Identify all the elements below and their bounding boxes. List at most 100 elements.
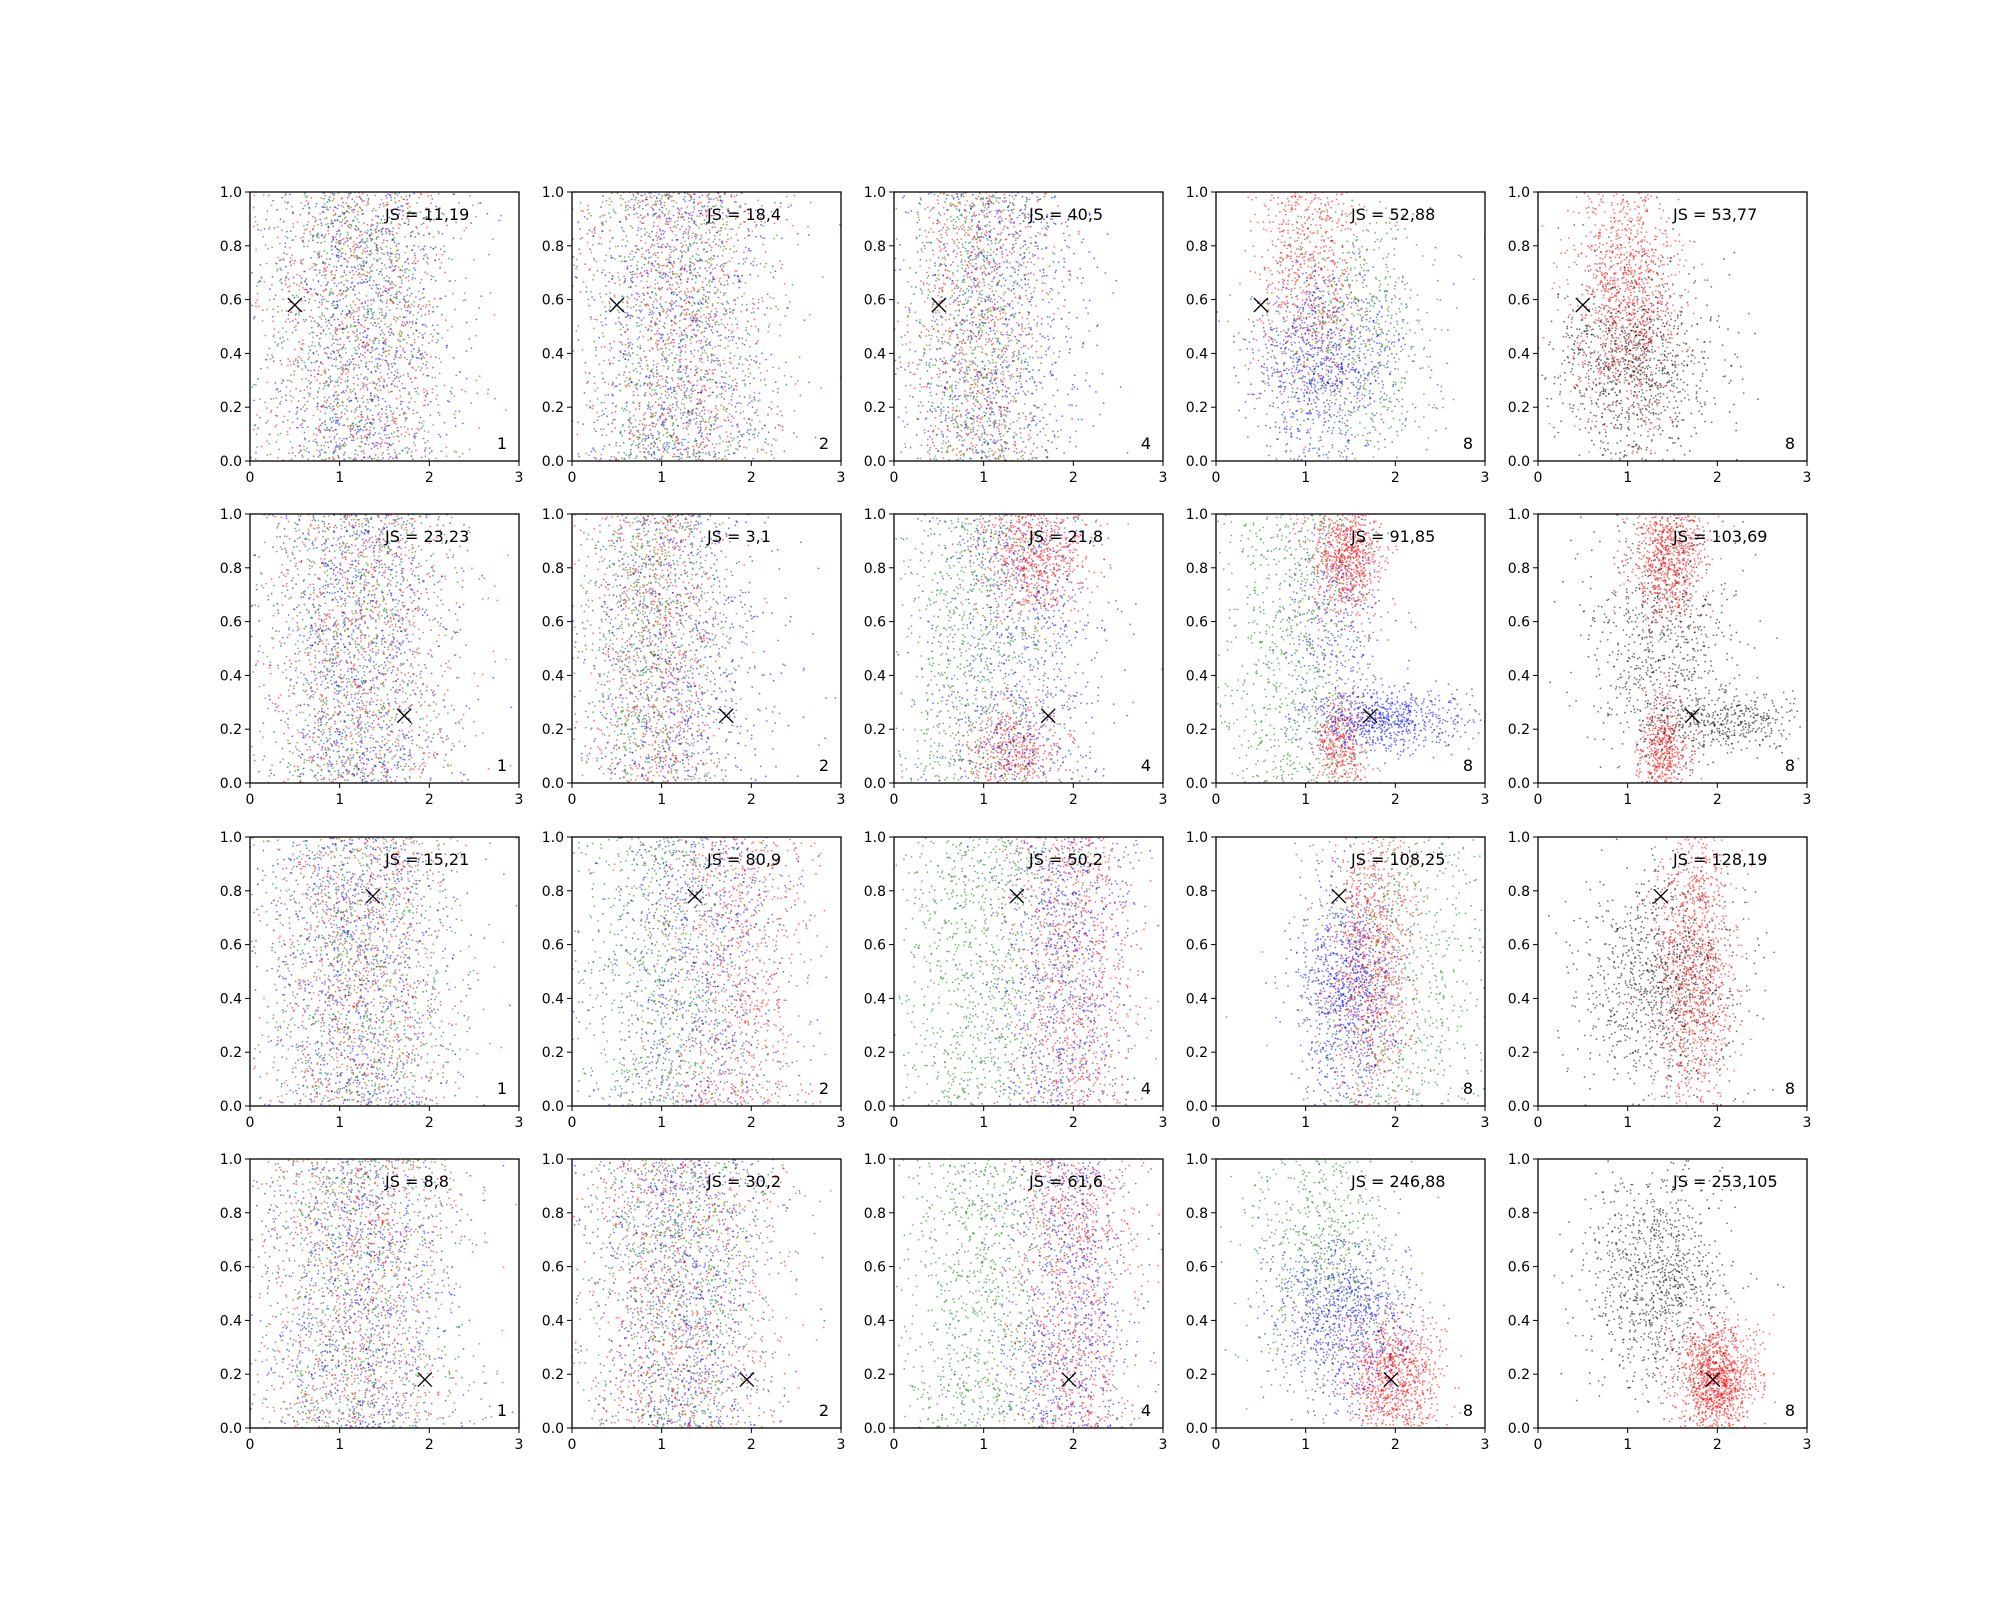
data-point xyxy=(370,351,372,354)
data-point xyxy=(332,429,334,432)
data-point xyxy=(727,449,729,451)
data-point xyxy=(642,427,645,430)
data-point xyxy=(679,352,682,354)
data-point xyxy=(356,328,358,331)
data-point xyxy=(654,442,657,445)
data-point xyxy=(349,425,352,427)
data-point xyxy=(390,221,393,223)
data-point xyxy=(652,374,655,376)
data-point xyxy=(687,246,689,248)
data-point xyxy=(621,198,624,201)
data-point xyxy=(700,209,703,212)
data-point xyxy=(753,396,756,398)
data-point xyxy=(403,426,406,428)
data-point xyxy=(307,352,310,355)
data-point xyxy=(627,200,630,203)
data-point xyxy=(324,423,327,426)
data-point xyxy=(386,361,388,364)
data-point xyxy=(385,195,387,197)
data-point xyxy=(430,333,432,336)
data-point xyxy=(665,258,668,261)
data-point xyxy=(703,289,705,291)
data-point xyxy=(329,419,332,421)
data-point xyxy=(395,349,398,352)
data-point xyxy=(666,310,669,313)
data-point xyxy=(331,222,334,225)
data-point xyxy=(446,399,449,402)
data-point xyxy=(662,325,665,328)
data-point xyxy=(301,454,304,457)
data-point xyxy=(399,330,401,332)
data-point xyxy=(486,392,489,395)
data-point xyxy=(379,246,382,249)
data-point xyxy=(697,201,700,204)
data-point xyxy=(344,408,347,410)
data-point xyxy=(351,428,354,430)
data-point xyxy=(659,271,662,274)
data-point xyxy=(493,314,496,316)
data-point xyxy=(749,249,752,252)
data-point xyxy=(652,360,655,362)
data-point xyxy=(434,356,437,358)
data-point xyxy=(359,323,362,326)
data-point xyxy=(609,240,611,243)
data-point xyxy=(638,295,641,298)
data-point xyxy=(336,416,339,419)
data-point xyxy=(770,401,773,404)
data-point xyxy=(371,398,374,401)
data-point xyxy=(331,192,334,195)
data-point xyxy=(370,299,372,301)
data-point xyxy=(293,374,296,376)
data-point xyxy=(600,222,603,225)
data-point xyxy=(641,253,644,256)
data-point xyxy=(339,417,342,419)
data-point xyxy=(410,455,413,458)
data-point xyxy=(660,392,663,395)
data-point xyxy=(654,392,657,394)
data-point xyxy=(367,299,369,302)
data-point xyxy=(682,334,684,337)
data-point xyxy=(674,409,677,411)
data-point xyxy=(251,385,254,388)
data-point xyxy=(573,264,576,266)
data-point xyxy=(659,415,661,418)
data-point xyxy=(643,447,645,449)
data-point xyxy=(663,264,665,267)
data-point xyxy=(607,383,610,385)
data-point xyxy=(628,377,631,379)
data-point xyxy=(589,400,592,403)
data-point xyxy=(379,203,382,206)
data-point xyxy=(306,386,309,388)
data-point xyxy=(676,400,678,403)
data-point xyxy=(637,199,640,202)
data-point xyxy=(730,421,732,423)
data-point xyxy=(693,205,695,208)
data-point xyxy=(330,288,333,290)
data-point xyxy=(316,408,319,411)
data-point xyxy=(752,298,754,300)
data-point xyxy=(635,272,638,275)
data-point xyxy=(715,231,718,234)
data-point xyxy=(442,213,445,216)
data-point xyxy=(342,367,344,370)
data-point xyxy=(370,371,373,374)
data-point xyxy=(767,413,769,416)
data-point xyxy=(395,243,398,246)
data-point xyxy=(671,455,674,458)
data-point xyxy=(671,364,674,367)
data-point xyxy=(424,271,427,274)
data-point xyxy=(686,296,689,299)
data-point xyxy=(284,246,287,248)
data-point xyxy=(320,332,322,335)
data-point xyxy=(434,246,437,249)
data-point xyxy=(605,293,608,296)
data-point xyxy=(393,265,396,268)
data-point xyxy=(335,233,338,236)
data-point xyxy=(288,290,291,293)
data-point xyxy=(397,275,399,278)
data-point xyxy=(757,400,760,402)
data-point xyxy=(255,451,257,454)
data-point xyxy=(752,260,755,263)
data-point xyxy=(705,232,707,234)
data-point xyxy=(632,206,635,209)
